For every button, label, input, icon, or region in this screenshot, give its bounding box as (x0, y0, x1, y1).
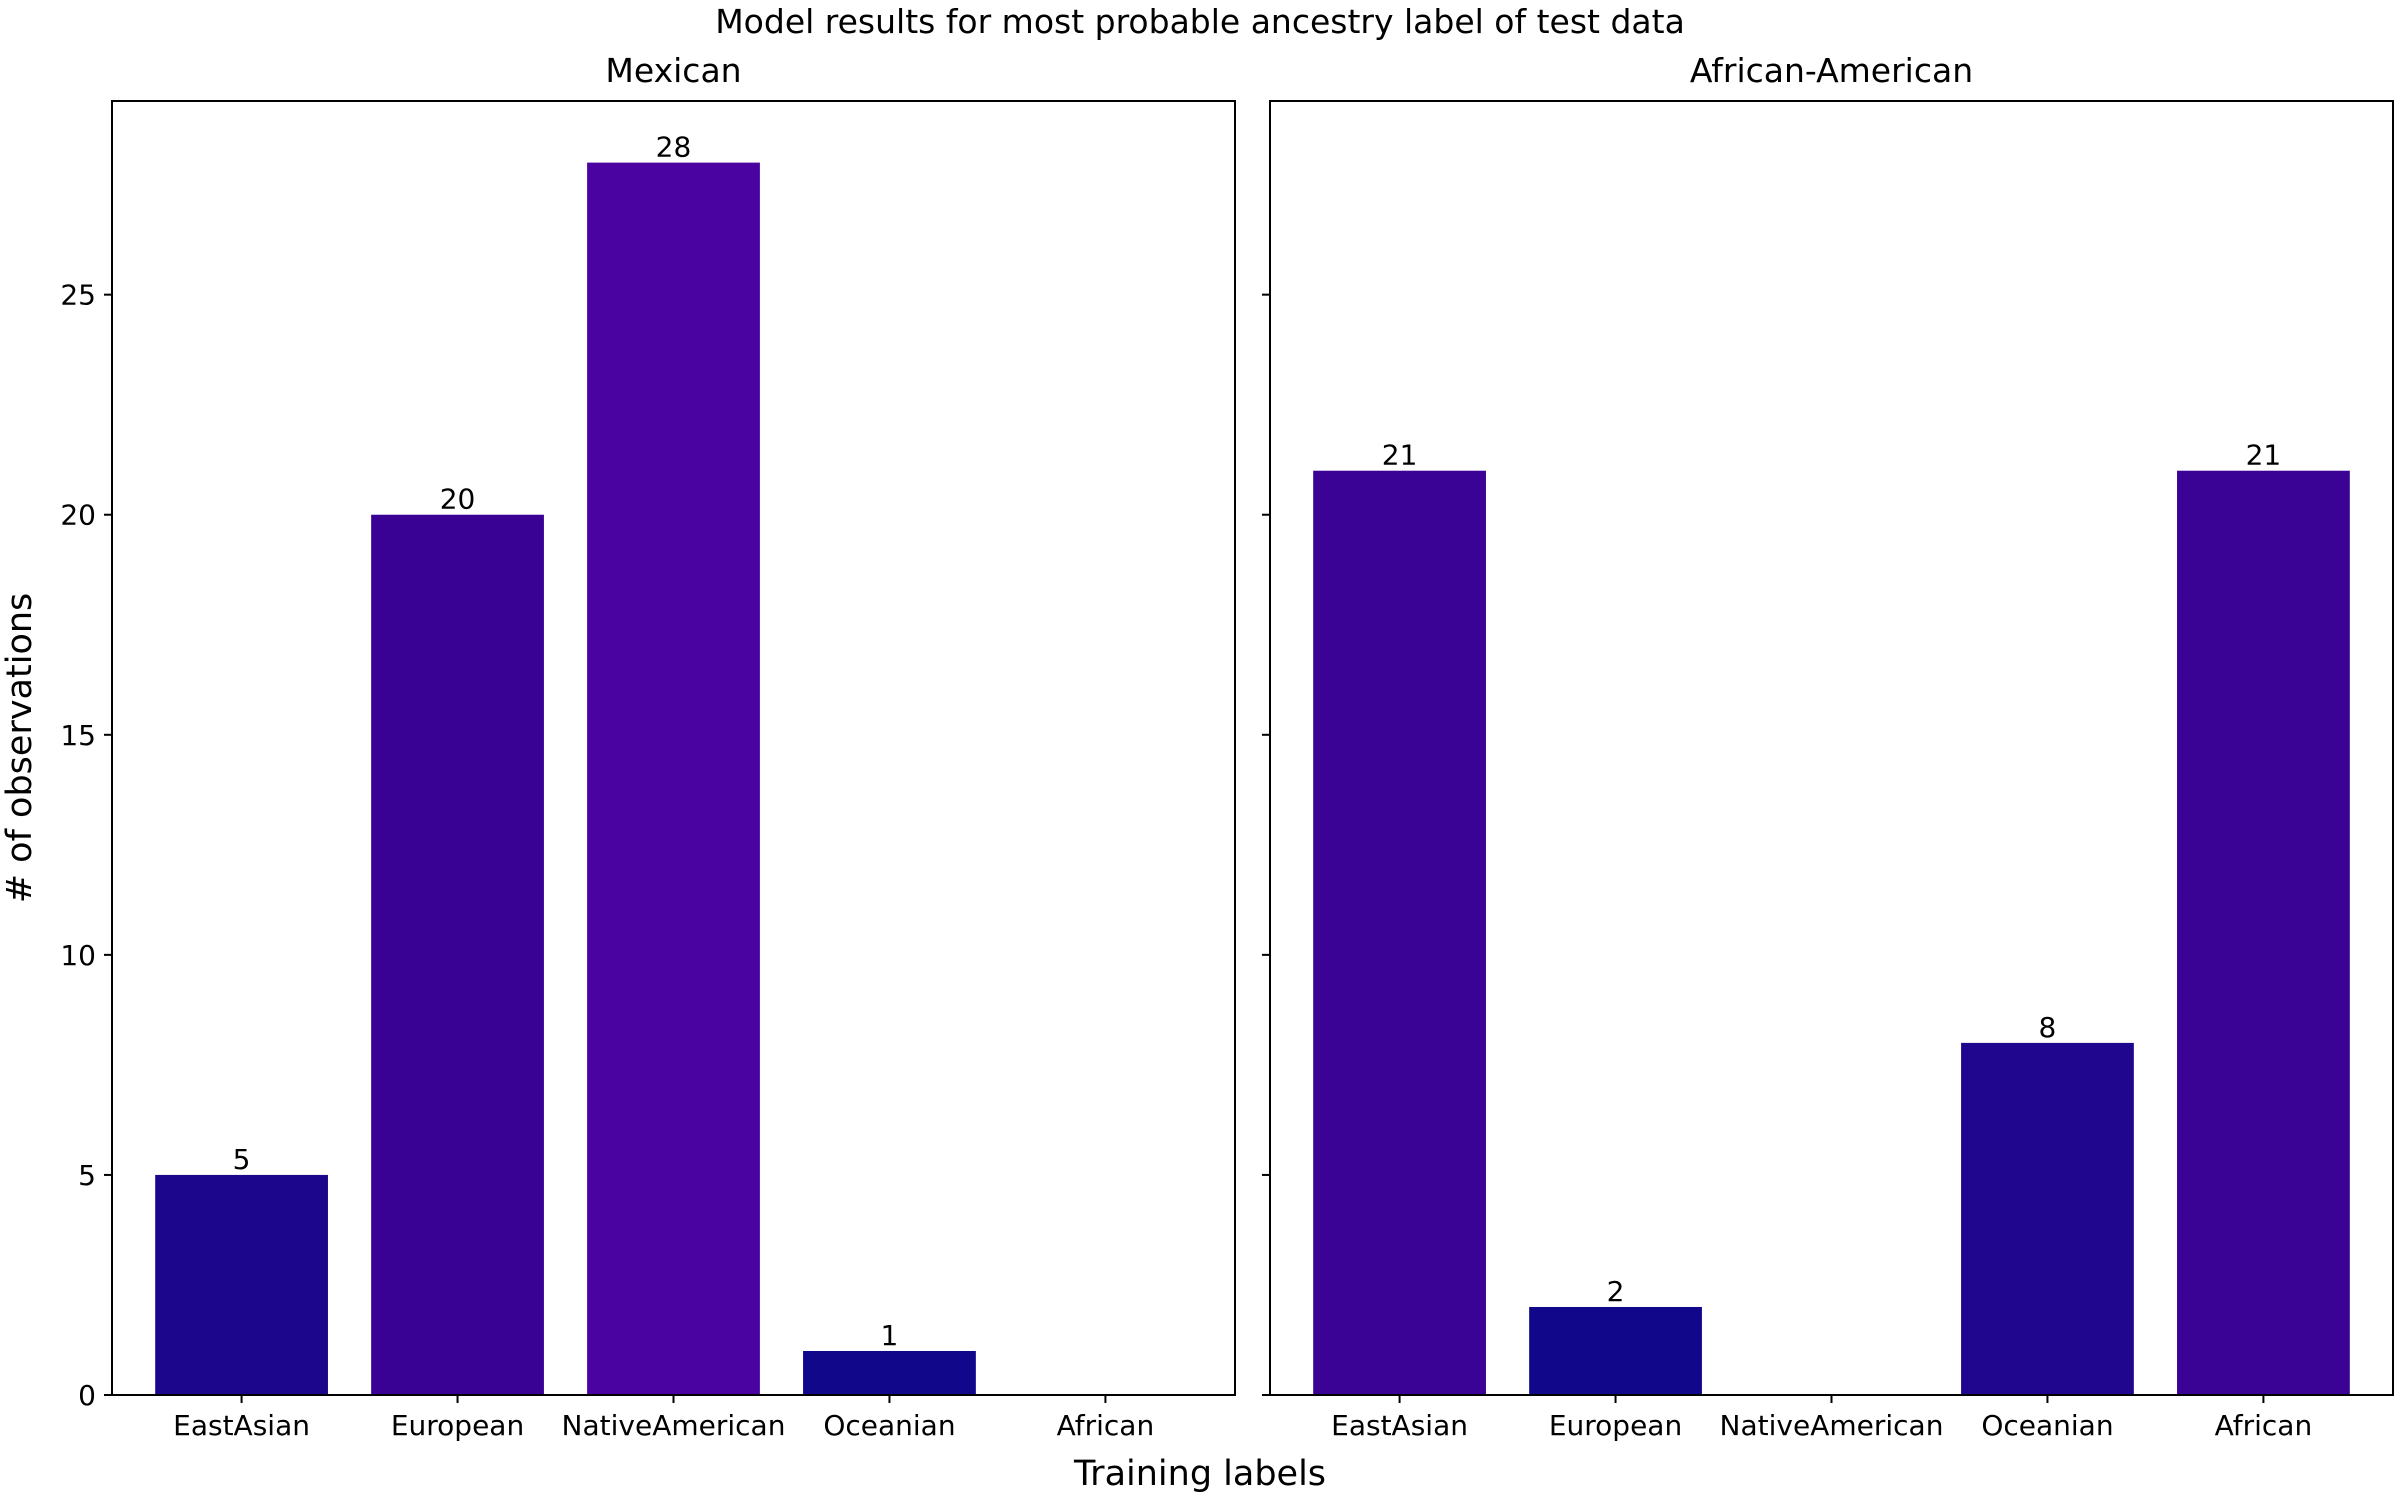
x-axis-label: Training labels (1073, 1454, 1326, 1494)
bar-european (371, 514, 544, 1395)
panel-frame (111, 100, 1236, 1396)
x-tick-label: EastAsian (173, 1409, 310, 1442)
x-tick-label: Oceanian (1981, 1409, 2113, 1442)
data-label: 21 (2246, 439, 2282, 472)
data-label: 8 (2039, 1011, 2057, 1044)
bar-nativeamerican (587, 162, 760, 1396)
y-axis-label: # of observations (0, 593, 40, 904)
data-label: 2 (1607, 1275, 1625, 1308)
y-tick-label: 5 (78, 1159, 96, 1192)
x-tick-label: EastAsian (1331, 1409, 1468, 1442)
panels: Mexican5EastAsian20European28NativeAmeri… (60, 51, 2394, 1442)
x-tick-label: African (1057, 1409, 1155, 1442)
bar-oceanian (1961, 1042, 2134, 1395)
y-tick-label: 0 (78, 1379, 96, 1412)
y-tick-label: 25 (60, 279, 96, 312)
y-tick-label: 15 (60, 719, 96, 752)
panel-frame (1269, 100, 2394, 1396)
x-tick-label: European (1549, 1409, 1682, 1442)
x-tick-label: NativeAmerican (562, 1409, 786, 1442)
data-label: 20 (440, 483, 476, 516)
bar-eastasian (155, 1174, 328, 1395)
data-label: 28 (656, 131, 692, 164)
bar-european (1529, 1306, 1702, 1395)
panel-title: Mexican (605, 51, 741, 90)
x-tick-label: African (2215, 1409, 2313, 1442)
panel-1: Mexican 5 EastAsian 20 European 28 NativeAmeri… (60, 51, 1236, 1442)
y-tick-label: 20 (60, 499, 96, 532)
data-label: 21 (1382, 439, 1418, 472)
x-tick-label: Oceanian (823, 1409, 955, 1442)
bar-oceanian (803, 1350, 976, 1395)
x-tick-label: NativeAmerican (1720, 1409, 1944, 1442)
bar-african (2177, 470, 2350, 1395)
bar-eastasian (1313, 470, 1486, 1395)
panel-title: African-American (1690, 51, 1973, 90)
data-label: 1 (881, 1319, 899, 1352)
y-tick-label: 10 (60, 939, 96, 972)
x-tick-label: European (391, 1409, 524, 1442)
data-label: 5 (233, 1143, 251, 1176)
chart-title: Model results for most probable ancestry… (715, 2, 1685, 41)
panel-2: African-American 21 EastAsian 2 European Nati… (1262, 51, 2394, 1442)
